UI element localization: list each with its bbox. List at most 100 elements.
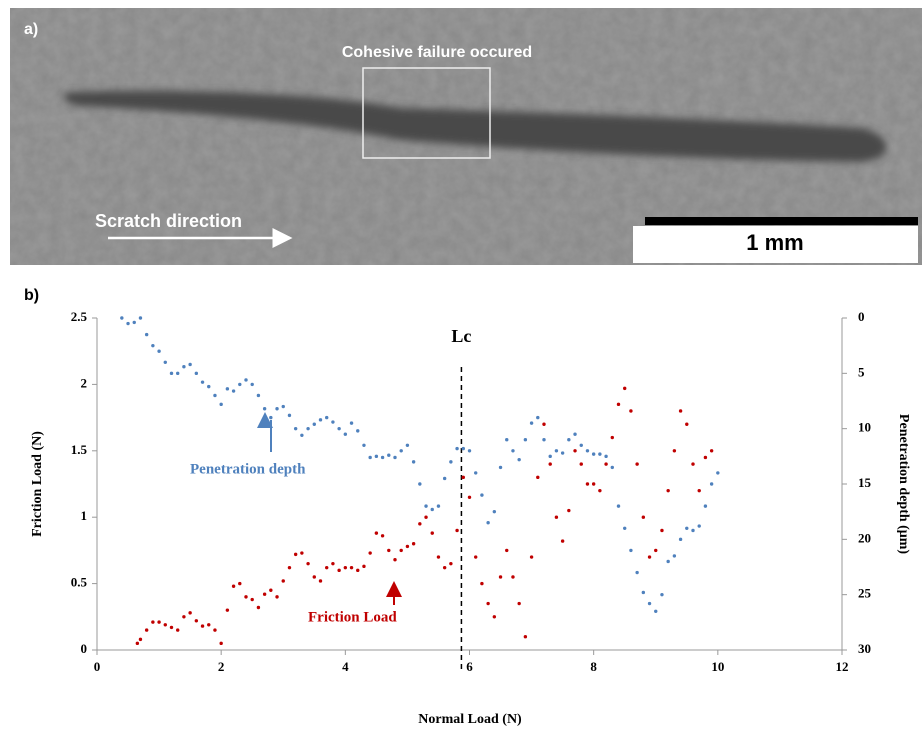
data-point — [710, 482, 713, 485]
data-point — [381, 456, 384, 459]
data-point — [269, 416, 272, 419]
data-point — [592, 482, 595, 485]
data-point — [368, 551, 371, 554]
data-point — [331, 562, 334, 565]
data-point — [704, 456, 707, 459]
data-point — [393, 558, 396, 561]
data-point — [573, 433, 576, 436]
data-point — [474, 555, 477, 558]
data-point — [586, 482, 589, 485]
data-point — [480, 493, 483, 496]
data-point — [126, 322, 129, 325]
data-point — [244, 595, 247, 598]
panel-label: b) — [24, 287, 39, 304]
data-point — [300, 434, 303, 437]
annotation: Friction Load — [308, 609, 397, 625]
data-point — [213, 628, 216, 631]
data-point — [449, 562, 452, 565]
data-point — [580, 462, 583, 465]
data-point — [151, 344, 154, 347]
y2-tick-label: 30 — [858, 641, 871, 656]
x-tick-label: 12 — [836, 659, 849, 674]
data-point — [704, 504, 707, 507]
data-point — [567, 438, 570, 441]
data-point — [642, 591, 645, 594]
scale-bar — [645, 217, 918, 225]
data-point — [673, 449, 676, 452]
data-point — [201, 624, 204, 627]
data-point — [164, 623, 167, 626]
data-point — [170, 372, 173, 375]
data-point — [474, 471, 477, 474]
data-point — [629, 409, 632, 412]
data-point — [331, 420, 334, 423]
y-tick-label: 2 — [81, 375, 88, 390]
data-point — [648, 602, 651, 605]
data-point — [685, 527, 688, 530]
data-point — [387, 549, 390, 552]
data-point — [567, 509, 570, 512]
data-point — [698, 489, 701, 492]
data-point — [542, 438, 545, 441]
data-point — [493, 510, 496, 513]
data-point — [294, 427, 297, 430]
data-point — [120, 316, 123, 319]
data-point — [207, 623, 210, 626]
data-point — [691, 529, 694, 532]
data-point — [151, 620, 154, 623]
data-point — [195, 372, 198, 375]
data-point — [412, 460, 415, 463]
y-tick-label: 1 — [81, 508, 88, 523]
data-point — [561, 451, 564, 454]
data-point — [592, 452, 595, 455]
data-point — [617, 504, 620, 507]
data-point — [201, 380, 204, 383]
data-point — [716, 471, 719, 474]
data-point — [362, 565, 365, 568]
data-point — [375, 531, 378, 534]
data-point — [344, 433, 347, 436]
data-point — [555, 449, 558, 452]
data-point — [679, 538, 682, 541]
y2-axis-title: Penetration depth (μm) — [896, 414, 911, 554]
y-tick-label: 1.5 — [71, 442, 88, 457]
data-point — [549, 462, 552, 465]
data-point — [549, 455, 552, 458]
y-tick-label: 0 — [81, 641, 88, 656]
data-point — [611, 466, 614, 469]
data-point — [666, 489, 669, 492]
data-point — [244, 378, 247, 381]
data-point — [195, 619, 198, 622]
data-point — [368, 456, 371, 459]
data-point — [635, 462, 638, 465]
data-point — [617, 403, 620, 406]
data-point — [344, 566, 347, 569]
data-point — [350, 566, 353, 569]
data-point — [306, 562, 309, 565]
data-point — [573, 449, 576, 452]
data-point — [455, 447, 458, 450]
data-point — [145, 333, 148, 336]
data-point — [685, 423, 688, 426]
data-point — [282, 405, 285, 408]
data-point — [511, 575, 514, 578]
data-point — [511, 449, 514, 452]
data-point — [164, 361, 167, 364]
y2-tick-label: 10 — [858, 420, 871, 435]
data-point — [232, 585, 235, 588]
data-point — [418, 482, 421, 485]
data-point — [654, 549, 657, 552]
data-point — [635, 571, 638, 574]
data-point — [604, 462, 607, 465]
data-point — [598, 452, 601, 455]
data-point — [468, 449, 471, 452]
data-point — [536, 476, 539, 479]
data-point — [275, 407, 278, 410]
data-point — [449, 460, 452, 463]
data-point — [437, 504, 440, 507]
data-point — [673, 554, 676, 557]
data-point — [486, 602, 489, 605]
data-point — [319, 579, 322, 582]
data-point — [219, 403, 222, 406]
data-point — [424, 516, 427, 519]
